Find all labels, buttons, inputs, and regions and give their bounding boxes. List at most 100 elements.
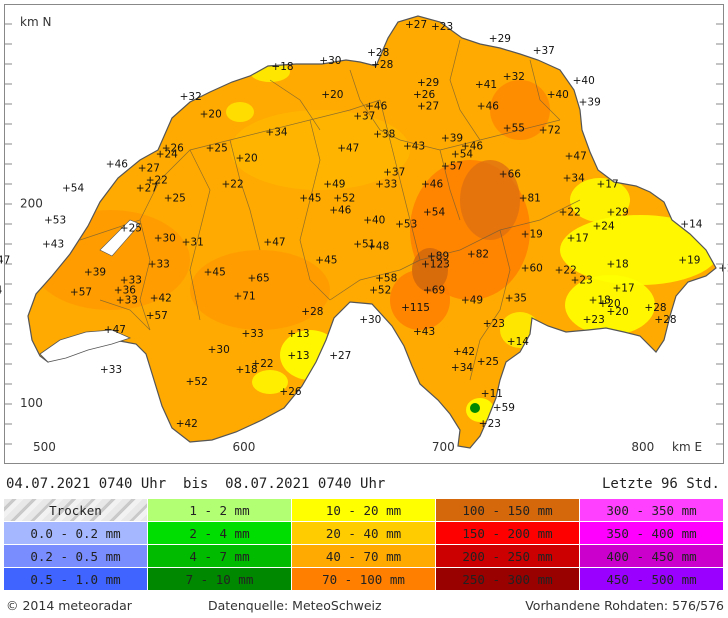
station-value: +27 bbox=[138, 163, 160, 175]
y-tick-label: 100 bbox=[20, 396, 43, 410]
station-value: +54 bbox=[451, 149, 473, 161]
station-value: +43 bbox=[413, 326, 435, 338]
legend-swatch: 200 - 250 mm bbox=[436, 545, 580, 568]
station-value: +17 bbox=[613, 282, 635, 294]
station-value: +27 bbox=[405, 19, 427, 31]
station-value: +29 bbox=[417, 77, 439, 89]
station-value: +30 bbox=[319, 55, 341, 67]
legend-swatch: 10 - 20 mm bbox=[292, 499, 436, 522]
station-value: +18 bbox=[607, 258, 629, 270]
x-axis-labels: 500 600 700 800 bbox=[33, 440, 654, 454]
station-value: +24 bbox=[156, 149, 178, 161]
station-value: +13 bbox=[287, 328, 309, 340]
legend-swatch: 0.2 - 0.5 mm bbox=[4, 545, 148, 568]
station-value: +27 bbox=[136, 183, 158, 195]
station-value: +39 bbox=[441, 133, 463, 145]
x-tick-label: 800 bbox=[631, 440, 654, 454]
station-value: +25 bbox=[120, 222, 142, 234]
station-value: +69 bbox=[423, 284, 445, 296]
station-value: +65 bbox=[248, 272, 270, 284]
station-value: +23 bbox=[483, 318, 505, 330]
station-value: +28 bbox=[654, 314, 676, 326]
station-value: +19 bbox=[521, 228, 543, 240]
axis-unit-north: km N bbox=[20, 15, 51, 29]
x-tick-label: 700 bbox=[432, 440, 455, 454]
x-tick-label: 600 bbox=[233, 440, 256, 454]
station-value: +20 bbox=[599, 298, 621, 310]
legend-swatch: 40 - 70 mm bbox=[292, 545, 436, 568]
station-value: +26 bbox=[413, 89, 435, 101]
station-value: +57 bbox=[441, 161, 463, 173]
station-value: +53 bbox=[395, 218, 417, 230]
station-value: +20 bbox=[321, 89, 343, 101]
station-value: +46 bbox=[421, 179, 443, 191]
station-value: +35 bbox=[505, 292, 527, 304]
station-value: +43 bbox=[403, 141, 425, 153]
data-source: Datenquelle: MeteoSchweiz bbox=[208, 598, 382, 613]
legend-swatch: 20 - 40 mm bbox=[292, 522, 436, 545]
station-value: +22 bbox=[718, 262, 728, 274]
period-start: 04.07.2021 0740 Uhr bbox=[6, 476, 167, 492]
station-value: +42 bbox=[176, 418, 198, 430]
legend-swatch: 70 - 100 mm bbox=[292, 568, 436, 591]
station-value: +29 bbox=[607, 207, 629, 219]
station-value: +72 bbox=[539, 125, 561, 137]
station-value: +20 bbox=[607, 306, 629, 318]
legend-swatch: Trocken bbox=[4, 499, 148, 522]
station-value: +33 bbox=[100, 364, 122, 376]
station-value: +20 bbox=[200, 109, 222, 121]
station-values: +27 +23+29+37+28+28+30+18+32 +40+29 +41+26 +… bbox=[0, 19, 728, 430]
station-value: +52 bbox=[369, 284, 391, 296]
station-value: +28 bbox=[301, 306, 323, 318]
lakes bbox=[39, 219, 141, 363]
station-value: +47 bbox=[104, 324, 126, 336]
station-value: +30 bbox=[154, 232, 176, 244]
station-value: +89 bbox=[427, 250, 449, 262]
station-value: +43 bbox=[42, 238, 64, 250]
legend-swatch: 1 - 2 mm bbox=[148, 499, 292, 522]
station-value: +22 bbox=[555, 264, 577, 276]
station-value: +37 bbox=[353, 111, 375, 123]
lake-geneva bbox=[39, 329, 132, 363]
station-value: +29 bbox=[489, 33, 511, 45]
legend-swatch: 400 - 450 mm bbox=[580, 545, 724, 568]
station-value: +33 bbox=[375, 179, 397, 191]
station-value: +40 bbox=[547, 89, 569, 101]
station-value: +22 bbox=[559, 207, 581, 219]
legend-swatch: 350 - 400 mm bbox=[580, 522, 724, 545]
legend-swatch: 150 - 200 mm bbox=[436, 522, 580, 545]
legend-swatch: 0.5 - 1.0 mm bbox=[4, 568, 148, 591]
station-value: +51 bbox=[353, 238, 375, 250]
station-value: +54 bbox=[0, 284, 3, 296]
station-value: +27 bbox=[329, 350, 351, 362]
station-value: +33 bbox=[120, 274, 142, 286]
station-value: +54 bbox=[423, 207, 445, 219]
station-value: +46 bbox=[365, 101, 387, 113]
period-end: 08.07.2021 0740 Uhr bbox=[225, 476, 386, 492]
station-value: +23 bbox=[431, 21, 453, 33]
station-value: +41 bbox=[475, 79, 497, 91]
station-value: +49 bbox=[323, 179, 345, 191]
station-value: +37 bbox=[533, 45, 555, 57]
station-value: +11 bbox=[481, 388, 503, 400]
station-value: +34 bbox=[563, 173, 585, 185]
station-value: +14 bbox=[680, 218, 702, 230]
station-value: +40 bbox=[363, 214, 385, 226]
station-value: +28 bbox=[644, 302, 666, 314]
station-value: +82 bbox=[467, 248, 489, 260]
station-value: +60 bbox=[521, 262, 543, 274]
footer: © 2014 meteoradar Datenquelle: MeteoSchw… bbox=[4, 596, 724, 616]
station-value: +71 bbox=[234, 290, 256, 302]
legend-swatch: 300 - 350 mm bbox=[580, 499, 724, 522]
station-value: +57 bbox=[146, 310, 168, 322]
station-value: +48 bbox=[367, 240, 389, 252]
station-value: +31 bbox=[182, 236, 204, 248]
station-value: +17 bbox=[597, 179, 619, 191]
station-value: +27 bbox=[417, 101, 439, 113]
station-value: +46 bbox=[106, 159, 128, 171]
station-value: +45 bbox=[204, 266, 226, 278]
station-value: +46 bbox=[477, 101, 499, 113]
precipitation-legend: Trocken 1 - 2 mm 10 - 20 mm 100 - 150 mm 300… bbox=[4, 499, 724, 591]
station-value: +33 bbox=[116, 294, 138, 306]
